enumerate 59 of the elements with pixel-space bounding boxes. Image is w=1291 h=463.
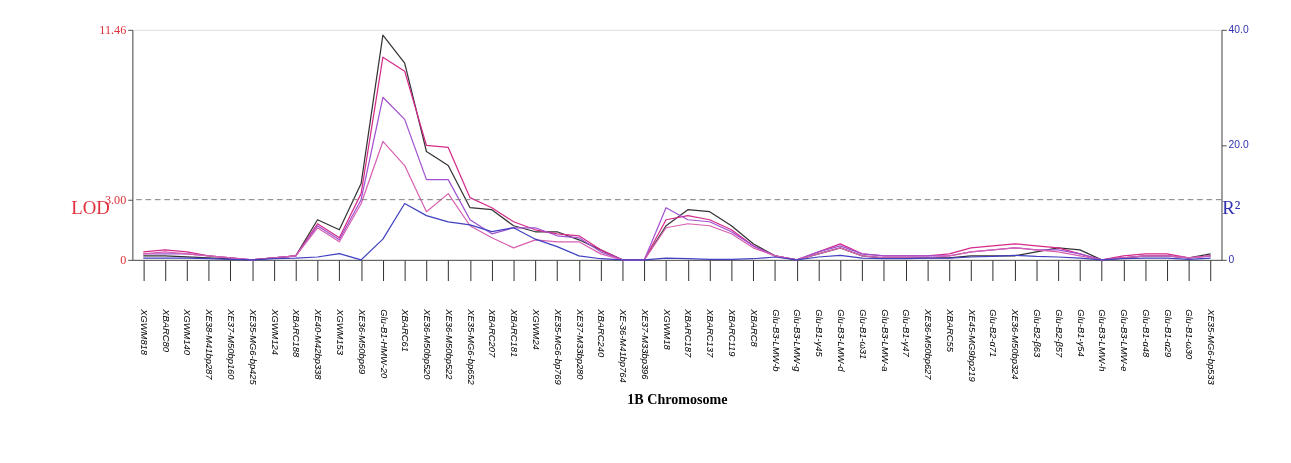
x-tick-label: Glu-B3-LMW-g [792, 309, 803, 373]
x-tick-label: XE35-MG6-bp425 [247, 308, 258, 386]
x-tick-label: XGWM24 [531, 308, 542, 350]
x-tick-label: Glu-B1-γ47 [901, 309, 912, 358]
x-tick-label: XE36-M50bp69 [356, 308, 367, 376]
x-tick-label: XBARC137 [705, 308, 716, 358]
x-tick-label: XE36-M50bp520 [422, 308, 433, 381]
x-tick-label: Glu-B1-HMW-20 [378, 309, 389, 380]
x-tick-label: XGWM153 [334, 308, 345, 356]
x-tick-label: XE36-M50bp324 [1010, 308, 1021, 380]
y2-tick-label: 0 [1228, 254, 1235, 266]
x-tick-label: Glu-B1-ω30 [1184, 309, 1195, 360]
x-tick-label: XBARC188 [291, 308, 302, 358]
x-tick-label: XBARC187 [683, 308, 694, 358]
x-tick-label: Glu-B3-LMW-e [1119, 309, 1130, 372]
x-tick-label: XGWM124 [269, 308, 280, 356]
x-tick-label: XE36-M50bp627 [923, 308, 934, 381]
x-tick-label: Glu-B2-β57 [1053, 309, 1064, 359]
x-tick-label: Glu-B3-LMW-h [1097, 309, 1108, 372]
x-tick-label: Glu-B1-ω31 [857, 309, 868, 360]
x-tick-label: XE38-M41bp287 [204, 308, 215, 381]
x-tick-label: Glu-B1-γ54 [1075, 309, 1086, 357]
x-tick-label: Glu-B1-γ45 [814, 309, 825, 358]
x-tick-label: XGWM140 [182, 308, 193, 356]
x-tick-label: XGWM18 [661, 308, 672, 351]
x-tick-label: XE35-MG6-bp652 [465, 308, 476, 386]
x-tick-label: Glu-B1-α29 [1162, 309, 1173, 359]
x-tick-label: Glu-B3-LMW-d [835, 309, 846, 373]
x-tick-label: XE45-MG9bp219 [966, 308, 977, 383]
x-tick-label: Glu-B3-LMW-b [770, 309, 781, 372]
x-tick-label: XBARC55 [944, 308, 955, 353]
line-series [142, 202, 1212, 261]
x-tick-label: Glu-B2-β63 [1032, 309, 1043, 359]
x-tick-label: XBARC8 [748, 308, 759, 348]
x-tick-label: XE37-M50bp160 [226, 308, 237, 381]
x-tick-label: XE36-M50bp522 [443, 308, 454, 381]
x-tick-label: XE40-M42bp338 [313, 308, 324, 381]
x-tick-label: Glu-B1-α48 [1140, 309, 1151, 359]
y-tick-label: 11.46 [99, 23, 127, 38]
line-series [142, 140, 1212, 261]
x-tick-label: XE37-M33bp280 [574, 308, 585, 381]
x-tick-label: XBARC207 [487, 308, 498, 358]
x-tick-label: XBARC61 [400, 308, 411, 352]
y2-tick-label: 20.0 [1228, 139, 1249, 151]
x-tick-label: XGWM818 [138, 308, 149, 356]
x-tick-label: XBARC240 [596, 308, 607, 358]
x-tick-label: XBARC119 [727, 308, 738, 358]
x-tick-label: XBARC80 [160, 308, 171, 353]
x-tick-label: XBARC181 [509, 308, 520, 358]
x-tick-label: XE35-MG6-bp533 [1206, 308, 1217, 386]
y2-tick-label: 40.0 [1228, 24, 1249, 36]
x-tick-label: XE-36-M41bp764 [618, 308, 629, 383]
y-tick-label: 0 [120, 253, 127, 268]
x-axis-title: 1B Chromosome [627, 390, 728, 407]
x-tick-label: Glu-B2-α71 [988, 309, 999, 358]
x-tick-label: Glu-B3-LMW-a [879, 309, 890, 372]
x-tick-label: XE35-MG6-bp769 [552, 308, 563, 386]
y2-axis-title: R² [1222, 197, 1241, 219]
x-tick-label: XE37-M33bp396 [639, 308, 650, 381]
